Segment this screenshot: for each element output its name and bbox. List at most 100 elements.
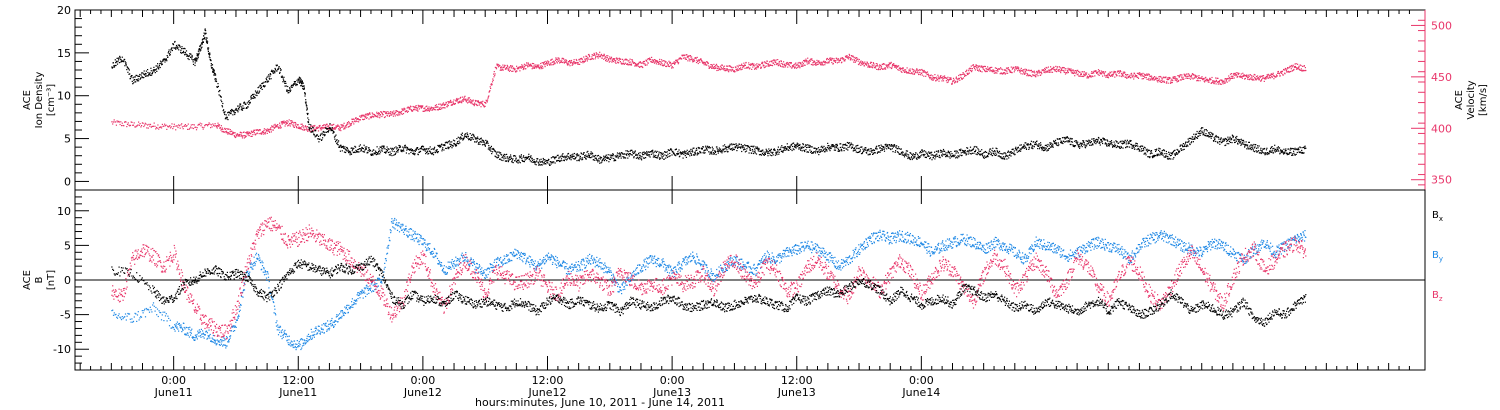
- density-series-point: [200, 47, 202, 49]
- velocity-series-point: [1280, 70, 1282, 73]
- velocity-series-point: [1275, 76, 1277, 78]
- velocity-series-point: [1179, 79, 1181, 81]
- density-series-point: [676, 153, 678, 155]
- density-series-point: [761, 152, 764, 154]
- density-series-point: [548, 163, 550, 165]
- velocity-series-point: [1054, 70, 1057, 72]
- velocity-series-point: [1102, 71, 1104, 73]
- velocity-series-point: [1231, 77, 1233, 79]
- velocity-series-point: [795, 64, 797, 66]
- density-series-point: [402, 149, 404, 152]
- density-series-point: [675, 155, 677, 157]
- velocity-series-point: [780, 65, 782, 67]
- velocity-series-point: [439, 108, 442, 110]
- velocity-series-point: [1210, 78, 1212, 81]
- velocity-series-point: [911, 68, 913, 70]
- density-series-point: [220, 99, 222, 101]
- density-series-point: [329, 127, 331, 129]
- velocity-series-point: [612, 59, 614, 61]
- density-series-point: [434, 146, 436, 148]
- density-series-point: [376, 153, 379, 155]
- velocity-series-point: [238, 134, 240, 137]
- velocity-series-point: [735, 68, 738, 71]
- velocity-series-point: [586, 55, 588, 57]
- density-series-point: [323, 131, 325, 133]
- velocity-series-point: [605, 60, 607, 62]
- velocity-series-point: [816, 63, 818, 66]
- velocity-series-point: [628, 62, 630, 64]
- velocity-series-point: [614, 61, 616, 63]
- velocity-series-point: [1120, 71, 1122, 73]
- velocity-series-point: [1081, 75, 1084, 77]
- density-series-point: [545, 163, 547, 165]
- density-series-point: [501, 156, 504, 158]
- velocity-series-point: [371, 116, 373, 118]
- velocity-series-point: [1207, 79, 1209, 81]
- velocity-series-point: [809, 59, 811, 61]
- density-series-point: [432, 148, 434, 150]
- velocity-series-point: [573, 61, 575, 63]
- velocity-series-point: [1162, 81, 1164, 83]
- velocity-series-point: [1156, 77, 1159, 79]
- velocity-series-point: [386, 115, 389, 117]
- density-series-point: [169, 51, 172, 53]
- velocity-series-point: [725, 68, 727, 70]
- velocity-series-point: [481, 101, 483, 103]
- density-series-point: [576, 160, 578, 162]
- density-series-point: [221, 101, 223, 103]
- velocity-series-point: [410, 109, 412, 111]
- density-series-point: [279, 72, 281, 74]
- velocity-series-point: [415, 107, 417, 109]
- density-series-point: [529, 158, 531, 160]
- velocity-series-point: [198, 124, 201, 126]
- velocity-series-point: [1170, 82, 1173, 84]
- density-series-point: [374, 153, 376, 155]
- velocity-series-point: [475, 100, 477, 102]
- density-series-point: [467, 137, 469, 139]
- velocity-series-point: [689, 60, 691, 62]
- velocity-series-point: [358, 119, 360, 121]
- velocity-series-point: [613, 58, 616, 60]
- velocity-series-point: [760, 67, 762, 69]
- velocity-series-point: [260, 133, 262, 135]
- density-series-point: [234, 113, 236, 116]
- velocity-series-point: [608, 58, 610, 60]
- velocity-series-point: [531, 68, 533, 70]
- velocity-series-point: [942, 75, 944, 77]
- velocity-series-point: [1003, 72, 1005, 74]
- density-series-point: [550, 161, 552, 163]
- density-series-point: [302, 85, 304, 87]
- velocity-series-point: [698, 60, 700, 62]
- velocity-series-point: [664, 60, 666, 62]
- velocity-series-point: [633, 62, 635, 64]
- density-series-point: [339, 145, 341, 147]
- velocity-series-point: [321, 127, 323, 129]
- density-series-point: [537, 161, 539, 163]
- density-series-point: [510, 157, 512, 160]
- density-series-point: [135, 81, 137, 83]
- velocity-series-point: [1046, 71, 1048, 73]
- density-series-point: [325, 131, 327, 133]
- density-series-point: [722, 148, 724, 150]
- density-series-point: [564, 158, 566, 160]
- velocity-series-point: [618, 57, 620, 59]
- density-series-point: [598, 157, 600, 160]
- velocity-series-point: [893, 64, 895, 66]
- velocity-series-point: [546, 64, 548, 66]
- velocity-series-point: [1123, 72, 1125, 74]
- velocity-series-point: [709, 66, 712, 68]
- velocity-series-point: [1080, 72, 1082, 74]
- velocity-series-point: [373, 114, 376, 116]
- velocity-series-point: [1272, 73, 1274, 76]
- velocity-series-point: [943, 77, 945, 80]
- velocity-series-point: [408, 107, 410, 109]
- velocity-series-point: [144, 122, 146, 124]
- density-series-point: [387, 148, 389, 150]
- velocity-series-point: [844, 59, 846, 61]
- velocity-series-point: [337, 125, 339, 127]
- velocity-series-point: [1225, 80, 1227, 82]
- velocity-series-point: [738, 69, 740, 71]
- velocity-series-point: [657, 61, 659, 63]
- velocity-series-point: [904, 69, 906, 71]
- density-series-point: [553, 157, 555, 159]
